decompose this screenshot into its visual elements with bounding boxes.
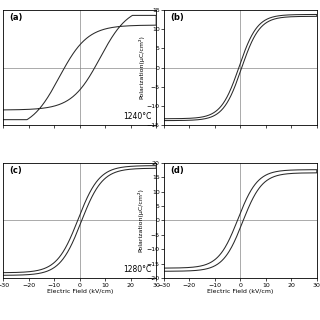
X-axis label: Electric Field (kV/cm): Electric Field (kV/cm): [46, 289, 113, 294]
Y-axis label: Polarization(μC/cm²): Polarization(μC/cm²): [138, 36, 144, 100]
Text: 1280°C: 1280°C: [123, 265, 152, 274]
Text: (d): (d): [170, 166, 184, 175]
Text: (a): (a): [9, 13, 23, 22]
Y-axis label: Polarization(μC/cm²): Polarization(μC/cm²): [138, 188, 144, 252]
Text: 1240°C: 1240°C: [123, 112, 152, 121]
X-axis label: Electric Field (kV/cm): Electric Field (kV/cm): [207, 289, 274, 294]
Text: (c): (c): [9, 166, 22, 175]
Text: (b): (b): [170, 13, 184, 22]
